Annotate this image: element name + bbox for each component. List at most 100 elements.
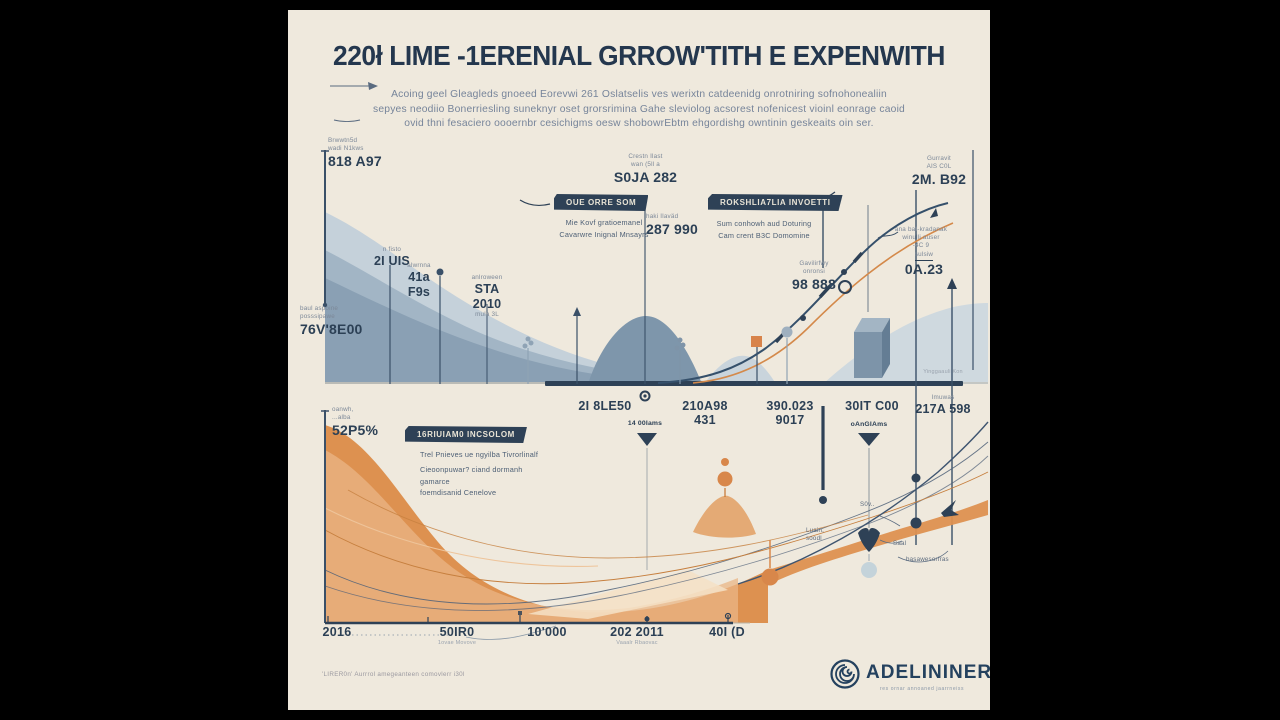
poster-subtitle: Acoing geel Gleagleds gnoeed Eorevwi 261… <box>359 88 919 132</box>
small-hill <box>704 355 776 384</box>
cube-icon <box>854 318 890 378</box>
caption: posssipawe <box>300 313 335 321</box>
caption: Crestn Ilast <box>628 153 663 160</box>
caption: -4C 9 <box>912 242 930 250</box>
ribbon-badge-3: 16RIUIAM0 INCSOLOM <box>405 426 527 443</box>
caption: mula 3L <box>475 310 499 318</box>
caption: Imuwas <box>931 394 955 401</box>
caption: haki Ilaväd <box>646 213 679 220</box>
stream-light <box>325 450 738 623</box>
caption: wadi N1kws <box>328 145 364 153</box>
orange-hill <box>693 495 756 538</box>
brand-tagline: res ornar annoaned jaarrneiss <box>880 686 965 692</box>
subtitle-arrow-icon <box>330 85 372 122</box>
stat-peak: Brwwtn5d wadi N1kws 818 A97 <box>328 137 382 169</box>
pale-dot <box>861 562 877 578</box>
poster-title: 220ł LIME -1ERENIAL GRROW'TITH E EXPENWI… <box>333 40 945 71</box>
lower-axis-tick-2: 50IR0 <box>439 625 475 639</box>
caption: wan (5ll a <box>631 161 660 169</box>
arrowhead-icon <box>368 82 378 90</box>
stat-right-top: Gurravit AIS C0L 2M. B92 <box>906 155 972 187</box>
infographic-poster: 220ł LIME -1ERENIAL GRROW'TITH E EXPENWI… <box>288 10 990 710</box>
tree-icons <box>522 326 793 384</box>
value: 41a F9s <box>407 270 431 299</box>
fineprint: 'LIRER0n' Aurrrol amegeanteen comovlerr … <box>322 671 465 678</box>
ribbon-body-line: Trel Pnieves ue ngyilba Tivrorlinalf <box>420 450 539 459</box>
lower-axis-tick-3: 10'000 <box>527 625 567 639</box>
subtitle-line: Acoing geel Gleagleds gnoeed Eorevwi 261… <box>391 89 887 100</box>
value: 2I UIS <box>374 254 410 269</box>
axis-point-ring <box>639 390 651 402</box>
lower-axis-tick-5: 40I (D <box>709 625 745 639</box>
ribbon-badge-2: ROKSHLIA7LIA INVOETTI <box>708 194 843 211</box>
value: STA 2010 <box>472 282 502 311</box>
value: 818 A97 <box>328 153 382 170</box>
upper-axis-tick-2: 210A98 431 <box>682 399 728 427</box>
caption: alwrnna <box>407 262 431 269</box>
stream-lines <box>324 421 989 612</box>
growth-curve-navy <box>657 202 949 384</box>
ribbon-body-line: Mie Kovf gratioemanel <box>565 218 643 227</box>
lower-axis-sub-2: 1ovae Movove <box>437 640 477 646</box>
brand-spiral-icon <box>830 659 860 689</box>
caption: anlroween <box>471 274 503 281</box>
ribbon-body-line: Sum conhowh aud Doturing <box>716 219 812 228</box>
growth-curve-orange <box>692 222 954 384</box>
stat-m3: anlroween STA 2010 mula 3L <box>460 274 514 319</box>
label-line: Luain, <box>806 527 825 534</box>
stat-ratio: sulsiw 0A.23 <box>900 251 948 277</box>
caption: n fisto <box>382 246 402 253</box>
bird-icon <box>941 500 959 517</box>
value: 2M. B92 <box>911 171 967 188</box>
ribbon-badge-1: OUE ORRE SOM <box>554 194 649 211</box>
stat-pct: oanwh, ...alba 52P5% <box>332 406 378 438</box>
lower-axis-tick-4: 202 2011 <box>610 625 664 639</box>
ribbon-body-line: Cieoonpuwar? ciand dormanh gamarce <box>420 465 523 486</box>
brand-name: ADELININER– <box>866 662 990 683</box>
stat-base-left: baul aspoine posssipawe 76V'8E00 <box>300 305 363 337</box>
curve-arrowhead-icon <box>930 208 938 218</box>
upper-axis-tick-3: 390.023 9017 <box>766 399 814 427</box>
ribbon-1-body: Mie Kovf gratioemanel Cavarwre Inignal M… <box>543 217 665 240</box>
upper-axis-tick-4: 30IT C00 <box>845 399 899 413</box>
stat-m2: alwrnna 41a F9s <box>396 262 442 299</box>
ribbon-body-line: Cavarwre Inignal Mnsayrs <box>559 229 649 239</box>
upper-y-axis <box>321 150 329 306</box>
label-luain: Luain, soodl <box>806 527 824 544</box>
caption: AIS C0L <box>926 163 952 171</box>
ribbon-2-body: Sum conhowh aud Doturing Cam crent B3C D… <box>704 218 824 241</box>
value: 287 990 <box>646 221 699 238</box>
stat-conf: Gavilirfwy onronsi 98 888 <box>788 260 840 292</box>
axis-top-right-caption: Yinggaauli Kon <box>923 369 963 375</box>
marker-label-1: 14 00Iams <box>627 420 663 427</box>
mountain-front <box>325 278 708 384</box>
value: 0A.23 <box>904 261 944 278</box>
marker-label-2: oAnGIAms <box>850 421 888 428</box>
lower-axis-tick-1: 2016 <box>322 625 352 639</box>
value: 98 888 <box>791 276 837 293</box>
stat-m1: n fisto 2I UIS <box>370 246 414 269</box>
stat-mid: haki Ilaväd 287 990 <box>646 213 698 237</box>
caption: oanwh, <box>332 406 354 413</box>
label-sov: S0v.. <box>860 501 875 508</box>
caption: baul aspoine <box>300 305 339 312</box>
label-saal: Saal <box>893 540 907 547</box>
upper-x-axis-bar <box>545 381 963 386</box>
stream-pale <box>528 570 728 619</box>
stat-col: Crestn Ilast wan (5ll a S0JA 282 <box>598 153 693 185</box>
orange-drop <box>761 568 779 586</box>
upper-annotation-lines <box>389 150 974 545</box>
label-basatesorfras: basawesorfras <box>906 556 949 563</box>
stream-band-right <box>768 500 988 585</box>
poster-artwork <box>321 82 989 689</box>
value: 76V'8E00 <box>300 321 363 338</box>
ribbon-body-line: foemdisanid Cenelove <box>420 488 497 498</box>
down-triangle-marker-1 <box>637 433 657 446</box>
caption: Gurravit <box>927 155 951 162</box>
callout-curves <box>879 515 949 563</box>
caption: onronsi <box>802 268 826 276</box>
label-line: soodl <box>806 535 822 543</box>
caption: Gavilirfwy <box>799 260 829 267</box>
lower-axis-sub-4: Vaaalr Rbaovac <box>616 640 658 646</box>
flag-icon <box>751 336 762 347</box>
